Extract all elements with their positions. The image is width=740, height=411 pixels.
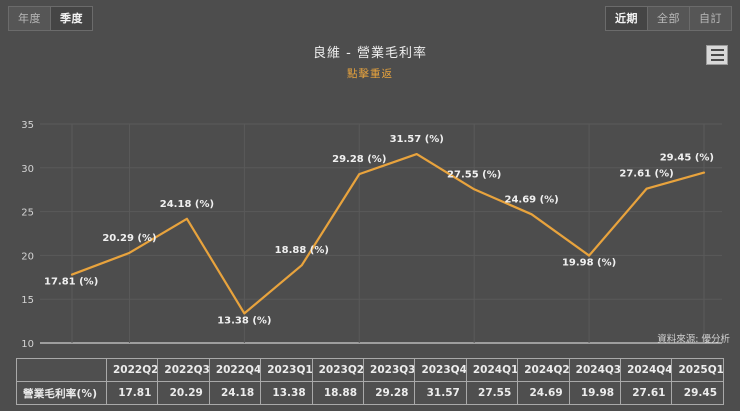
data-point-label: 27.55 (%) [447, 169, 501, 180]
range-button-all[interactable]: 全部 [648, 6, 690, 31]
table-cell-value: 20.29 [157, 381, 210, 405]
line-chart-svg[interactable]: 1015202530352022Q22022Q32023Q12023Q32024… [0, 32, 740, 347]
range-button-custom[interactable]: 自訂 [690, 6, 732, 31]
table-column-header: 2023Q4 [414, 358, 467, 382]
table-row: 營業毛利率(%) 17.81 20.29 24.18 13.38 18.88 29.28 3… [16, 381, 724, 405]
table-cell-value: 27.61 [620, 381, 673, 405]
table-column-header: 2022Q2 [105, 358, 159, 382]
data-point-label: 29.45 (%) [660, 153, 714, 164]
chart-title: 良維 - 營業毛利率 [313, 46, 427, 61]
table-cell-value: 18.88 [311, 381, 365, 405]
table-cell-value: 31.57 [414, 381, 467, 405]
period-button-quarterly[interactable]: 季度 [51, 6, 93, 31]
menu-line-2 [710, 54, 724, 56]
data-point-label: 18.88 (%) [275, 245, 329, 256]
data-table-wrapper: 2022Q2 2022Q3 2022Q4 2023Q1 2023Q2 2023Q3 2023… [16, 358, 724, 405]
range-button-recent[interactable]: 近期 [605, 6, 648, 31]
table-cell-value: 29.28 [363, 381, 416, 405]
y-axis-tick-label: 25 [21, 208, 34, 219]
y-axis-tick-label: 15 [21, 295, 34, 306]
table-cell-value: 17.81 [105, 381, 159, 405]
y-axis-tick-label: 10 [21, 339, 34, 347]
table-column-header: 2024Q3 [568, 358, 622, 382]
table-column-header: 2023Q1 [260, 358, 313, 382]
data-line-series[interactable] [70, 152, 706, 315]
table-cell-value: 29.45 [671, 381, 724, 405]
table-cell-value: 24.69 [517, 381, 570, 405]
data-point-label: 19.98 (%) [562, 258, 616, 269]
data-point-label: 20.29 (%) [102, 233, 156, 244]
data-point-label: 24.69 (%) [504, 194, 558, 205]
menu-line-1 [710, 49, 724, 51]
table-column-header: 2024Q1 [465, 358, 519, 382]
y-axis-tick-label: 30 [21, 164, 34, 175]
period-button-annual[interactable]: 年度 [8, 6, 51, 31]
table-row-label: 營業毛利率(%) [16, 381, 107, 405]
menu-line-3 [710, 59, 724, 61]
table-column-header: 2022Q4 [208, 358, 262, 382]
chart-subtitle-reset-link[interactable]: 點擊重返 [347, 68, 393, 80]
table-cell-value: 27.55 [465, 381, 519, 405]
table-column-header: 2024Q2 [517, 358, 570, 382]
data-point-label: 27.61 (%) [619, 169, 673, 180]
data-point-label: 24.18 (%) [160, 199, 214, 210]
period-type-toggle-group: 年度 季度 [8, 6, 93, 31]
table-column-header: 2024Q4 [620, 358, 673, 382]
table-column-header: 2025Q1 [671, 358, 724, 382]
data-point-label: 13.38 (%) [217, 315, 271, 326]
y-axis-tick-label: 35 [21, 120, 34, 131]
table-cell-value: 19.98 [568, 381, 622, 405]
chart-panel: 良維 - 營業毛利率 點擊重返 1015202530352022Q22022Q3… [0, 32, 740, 347]
table-corner-cell [16, 358, 107, 382]
table-header-row: 2022Q2 2022Q3 2022Q4 2023Q1 2023Q2 2023Q3 2023… [16, 358, 724, 382]
plot-area[interactable]: 1015202530352022Q22022Q32023Q12023Q32024… [0, 32, 740, 347]
table-column-header: 2023Q2 [311, 358, 365, 382]
table-column-header: 2023Q3 [363, 358, 416, 382]
data-table: 2022Q2 2022Q3 2022Q4 2023Q1 2023Q2 2023Q3 2023… [16, 358, 724, 405]
table-column-header: 2022Q3 [157, 358, 210, 382]
source-note: 資料來源: 優分析 [657, 334, 730, 345]
y-axis-tick-label: 20 [21, 251, 34, 262]
hamburger-menu-icon[interactable] [706, 45, 728, 65]
table-cell-value: 24.18 [208, 381, 262, 405]
table-cell-value: 13.38 [260, 381, 313, 405]
data-point-label: 17.81 (%) [44, 277, 98, 288]
range-toggle-group: 近期 全部 自訂 [605, 6, 732, 31]
data-point-label: 31.57 (%) [390, 134, 444, 145]
data-point-label: 29.28 (%) [332, 154, 386, 165]
